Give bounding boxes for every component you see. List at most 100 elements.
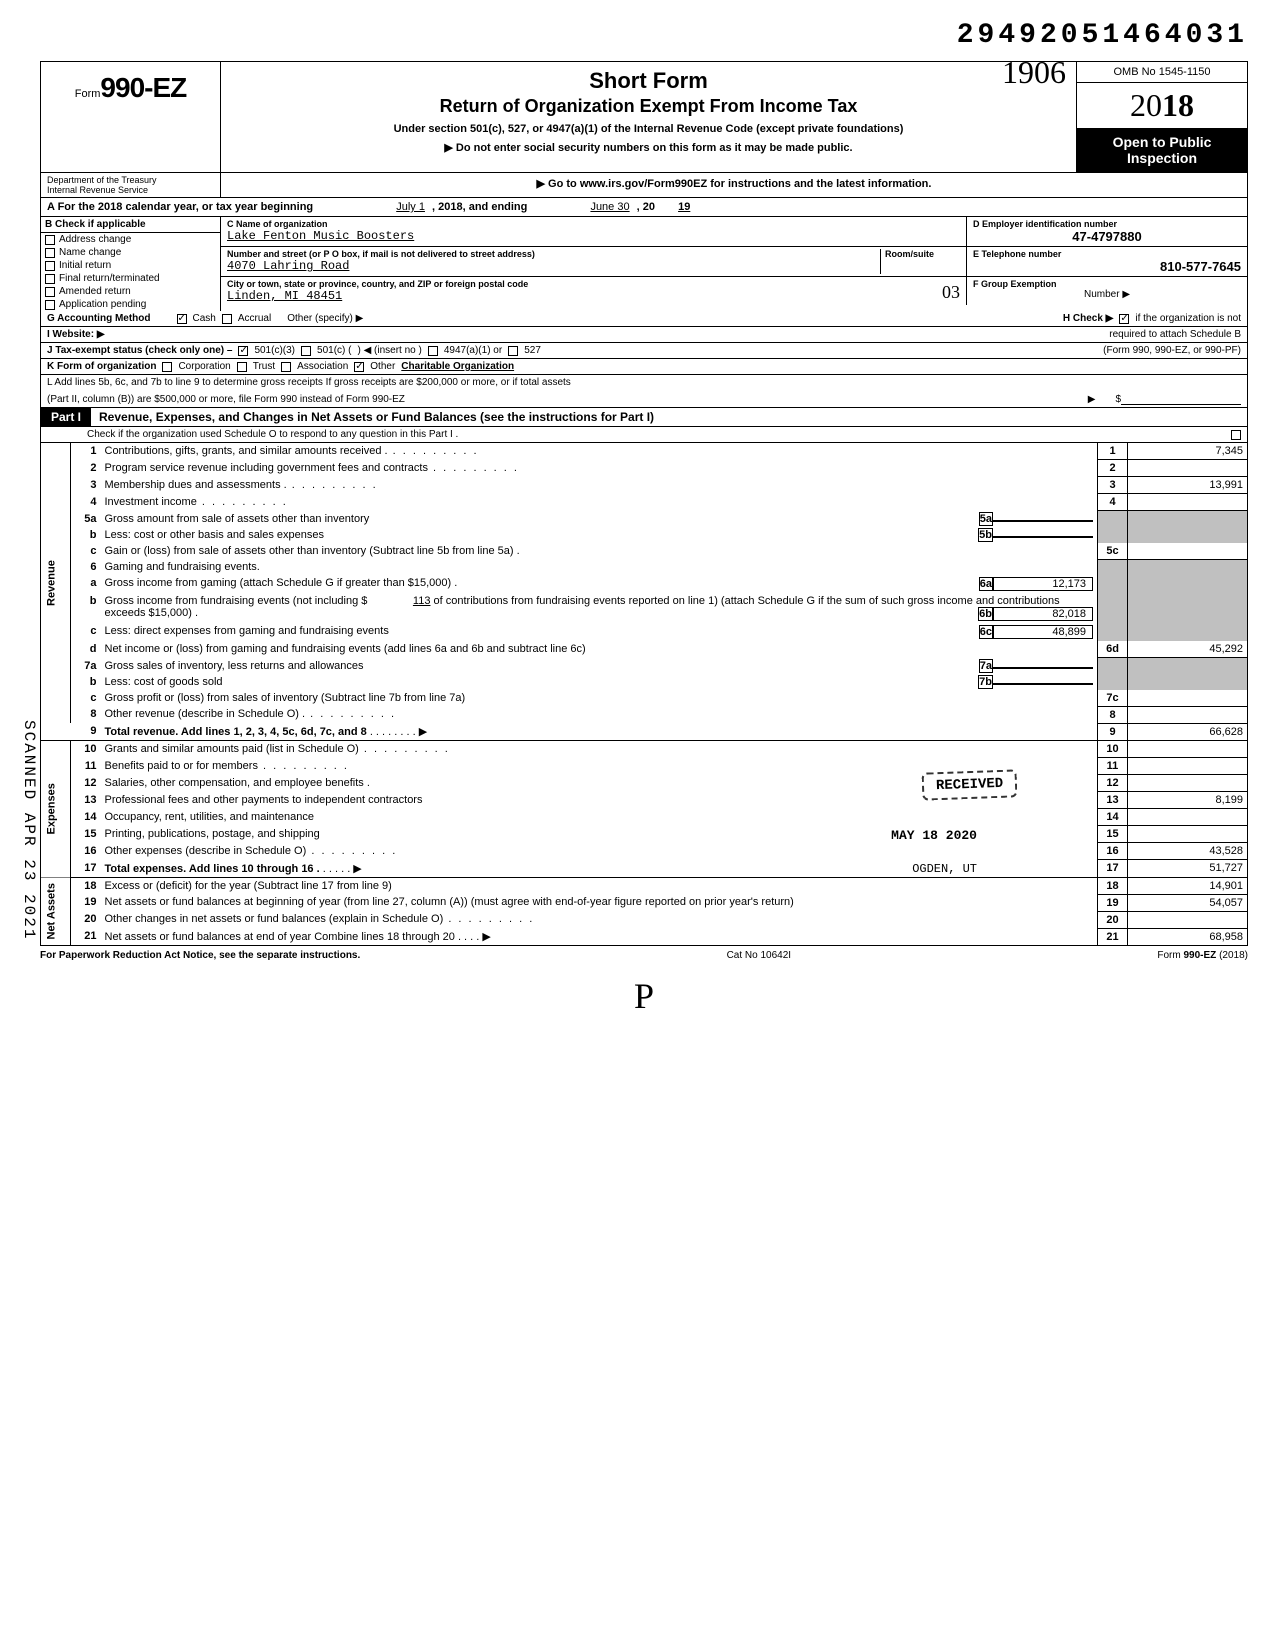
chk-amended-return[interactable] bbox=[45, 287, 55, 297]
footer-form: Form 990-EZ (2018) bbox=[1157, 950, 1248, 961]
dept-treasury: Department of the Treasury Internal Reve… bbox=[41, 173, 221, 197]
form-org-row: K Form of organization Corporation Trust… bbox=[40, 359, 1248, 375]
schedule-o-check-row: Check if the organization used Schedule … bbox=[40, 427, 1248, 443]
line-21-val: 68,958 bbox=[1128, 928, 1248, 946]
city-value: Linden, MI 48451 bbox=[227, 289, 942, 303]
form-org-label: K Form of organization bbox=[47, 361, 156, 372]
check-h-txt3: (Form 990, 990-EZ, or 990-PF) bbox=[1103, 345, 1241, 356]
accounting-row: G Accounting Method Cash Accrual Other (… bbox=[40, 311, 1248, 327]
return-title: Return of Organization Exempt From Incom… bbox=[231, 96, 1066, 117]
main-info-block: B Check if applicable Address change Nam… bbox=[40, 217, 1248, 311]
line-5b-desc: Less: cost or other basis and sales expe… bbox=[105, 529, 325, 541]
line-6d-val: 45,292 bbox=[1128, 641, 1248, 658]
line-10-desc: Grants and similar amounts paid (list in… bbox=[101, 741, 1098, 758]
fiscal-suffix: , 20 bbox=[637, 201, 655, 213]
lbl-insert-no: ) ◀ (insert no ) bbox=[357, 345, 421, 356]
street-value: 4070 Lahring Road bbox=[227, 259, 880, 273]
line-9-desc: Total revenue. Add lines 1, 2, 3, 4, 5c,… bbox=[105, 726, 367, 738]
line-l-row: L Add lines 5b, 6c, and 7b to line 9 to … bbox=[40, 375, 1248, 408]
chk-schedule-b[interactable] bbox=[1119, 314, 1129, 324]
chk-accrual[interactable] bbox=[222, 314, 232, 324]
line-21-desc: Net assets or fund balances at end of ye… bbox=[105, 931, 455, 943]
lbl-final-return: Final return/terminated bbox=[59, 273, 160, 284]
chk-trust[interactable] bbox=[237, 362, 247, 372]
chk-application-pending[interactable] bbox=[45, 300, 55, 310]
lbl-cash: Cash bbox=[193, 313, 216, 324]
chk-501c[interactable] bbox=[301, 346, 311, 356]
col-b-checkboxes: B Check if applicable Address change Nam… bbox=[41, 217, 221, 311]
street-label: Number and street (or P O box, if mail i… bbox=[227, 249, 880, 259]
line-19-val: 54,057 bbox=[1128, 894, 1248, 911]
lbl-other-org: Other bbox=[370, 361, 395, 372]
line-9-val: 66,628 bbox=[1128, 723, 1248, 741]
chk-association[interactable] bbox=[281, 362, 291, 372]
goto-instructions: ▶ Go to www.irs.gov/Form990EZ for instru… bbox=[221, 173, 1247, 197]
chk-schedule-o[interactable] bbox=[1231, 430, 1241, 440]
footer-row: For Paperwork Reduction Act Notice, see … bbox=[40, 946, 1248, 965]
other-org-value: Charitable Organization bbox=[401, 361, 514, 372]
line-19-desc: Net assets or fund balances at beginning… bbox=[101, 894, 1098, 911]
chk-corporation[interactable] bbox=[162, 362, 172, 372]
expenses-side-label: Expenses bbox=[41, 741, 71, 878]
revenue-table: Revenue 1Contributions, gifts, grants, a… bbox=[40, 443, 1248, 946]
year-box: OMB No 1545-1150 2018 Open to Public Ins… bbox=[1077, 62, 1247, 172]
chk-4947[interactable] bbox=[428, 346, 438, 356]
chk-name-change[interactable] bbox=[45, 248, 55, 258]
line-3-desc: Membership dues and assessments . bbox=[101, 477, 1098, 494]
footer-paperwork: For Paperwork Reduction Act Notice, see … bbox=[40, 950, 360, 961]
line-16-val: 43,528 bbox=[1128, 843, 1248, 860]
dln-number: 29492051464031 bbox=[40, 20, 1248, 51]
col-cd: C Name of organization Lake Fenton Music… bbox=[221, 217, 1247, 311]
stamp-received: RECEIVED bbox=[936, 775, 1004, 793]
lbl-corporation: Corporation bbox=[178, 361, 230, 372]
fiscal-begin: July 1 bbox=[396, 201, 425, 213]
chk-501c3[interactable] bbox=[238, 346, 248, 356]
chk-527[interactable] bbox=[508, 346, 518, 356]
lbl-501c: 501(c) ( bbox=[317, 345, 351, 356]
line-14-desc: Occupancy, rent, utilities, and maintena… bbox=[105, 811, 315, 823]
header-row: Form990-EZ Short Form Return of Organiza… bbox=[40, 61, 1248, 173]
line-7b-desc: Less: cost of goods sold bbox=[105, 676, 223, 688]
check-h-label: H Check ▶ bbox=[1063, 313, 1113, 324]
lbl-association: Association bbox=[297, 361, 348, 372]
line-6-desc: Gaming and fundraising events. bbox=[101, 559, 1098, 575]
hand-initial-p: P bbox=[40, 975, 1248, 1017]
line-18-val: 14,901 bbox=[1128, 877, 1248, 894]
line-18-desc: Excess or (deficit) for the year (Subtra… bbox=[101, 877, 1098, 894]
line-17-desc: Total expenses. Add lines 10 through 16 … bbox=[105, 863, 320, 875]
lbl-trust: Trust bbox=[253, 361, 275, 372]
lbl-501c3: 501(c)(3) bbox=[254, 345, 295, 356]
line-6d-desc: Net income or (loss) from gaming and fun… bbox=[101, 641, 1098, 658]
hand-1906: 1906 bbox=[1002, 54, 1066, 91]
line-15-desc: Printing, publications, postage, and shi… bbox=[105, 828, 320, 840]
chk-other-org[interactable] bbox=[354, 362, 364, 372]
footer-cat: Cat No 10642I bbox=[727, 950, 792, 961]
line-l-txt1: L Add lines 5b, 6c, and 7b to line 9 to … bbox=[47, 377, 571, 388]
dept-line1: Department of the Treasury bbox=[47, 175, 214, 185]
tax-year: 2018 bbox=[1077, 83, 1247, 128]
group-label: F Group Exemption bbox=[973, 279, 1241, 289]
check-h-txt2: required to attach Schedule B bbox=[1109, 329, 1241, 340]
line-1-desc: Contributions, gifts, grants, and simila… bbox=[101, 443, 1098, 460]
line-6c-val: 48,899 bbox=[993, 625, 1093, 639]
lbl-527: 527 bbox=[524, 345, 541, 356]
line-l-txt2: (Part II, column (B)) are $500,000 or mo… bbox=[47, 394, 405, 405]
part1-header: Part I Revenue, Expenses, and Changes in… bbox=[40, 408, 1248, 427]
chk-final-return[interactable] bbox=[45, 274, 55, 284]
line-6a-val: 12,173 bbox=[993, 577, 1093, 591]
omb-number: OMB No 1545-1150 bbox=[1077, 62, 1247, 83]
website-label: I Website: ▶ bbox=[47, 329, 105, 340]
city-label: City or town, state or province, country… bbox=[227, 279, 942, 289]
group-number-label: Number ▶ bbox=[973, 289, 1241, 300]
line-6b-val: 82,018 bbox=[993, 607, 1093, 621]
instr-ssn: ▶ Do not enter social security numbers o… bbox=[231, 141, 1066, 154]
chk-initial-return[interactable] bbox=[45, 261, 55, 271]
line-l-arrow: ▶ bbox=[1088, 394, 1096, 405]
part1-title: Revenue, Expenses, and Changes in Net As… bbox=[99, 410, 654, 424]
tax-status-label: J Tax-exempt status (check only one) – bbox=[47, 345, 232, 356]
ein-label: D Employer identification number bbox=[973, 219, 1241, 229]
line-5c-desc: Gain or (loss) from sale of assets other… bbox=[101, 543, 1098, 560]
chk-cash[interactable] bbox=[177, 314, 187, 324]
chk-address-change[interactable] bbox=[45, 235, 55, 245]
line-20-desc: Other changes in net assets or fund bala… bbox=[101, 911, 1098, 928]
